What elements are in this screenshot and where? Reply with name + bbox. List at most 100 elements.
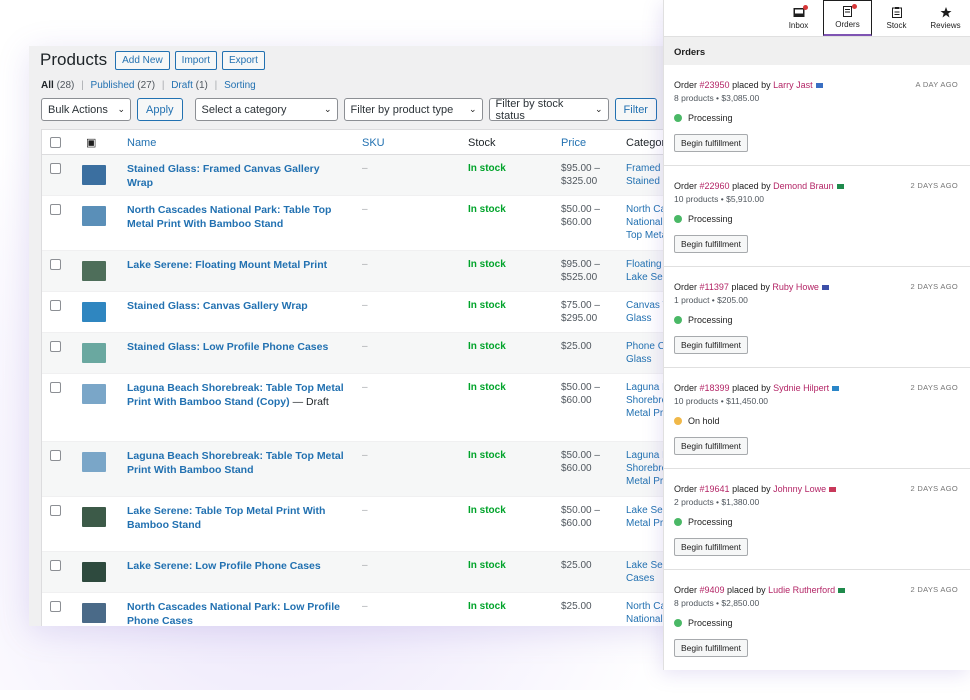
order-number-link[interactable]: #9409 — [699, 585, 725, 595]
product-thumbnail[interactable] — [82, 261, 106, 281]
customer-link[interactable]: Larry Jast — [773, 80, 813, 90]
column-price[interactable]: Price — [561, 137, 587, 149]
product-type-select[interactable]: Filter by product type ⌄ — [343, 98, 483, 121]
products-table: ▣ Name SKU Stock Price Categori Stained … — [41, 129, 689, 626]
product-name[interactable]: Lake Serene: Table Top Metal Print With … — [127, 505, 326, 531]
product-thumbnail[interactable] — [82, 603, 106, 623]
product-name-link[interactable]: North Cascades National Park: Low Profil… — [127, 600, 347, 626]
product-name[interactable]: Laguna Beach Shorebreak: Table Top Metal… — [127, 382, 344, 408]
product-categories[interactable]: North Ca National — [626, 601, 667, 625]
export-button[interactable]: Export — [222, 50, 265, 70]
filter-all-link[interactable]: All — [41, 80, 54, 91]
order-number-link[interactable]: #18399 — [699, 383, 730, 393]
product-sku: – — [362, 259, 368, 270]
column-sku[interactable]: SKU — [362, 137, 385, 149]
product-name[interactable]: Stained Glass: Framed Canvas Gallery Wra… — [127, 163, 320, 189]
order-summary: 10 products • $5,910.00 — [674, 194, 764, 204]
product-name[interactable]: Lake Serene: Low Profile Phone Cases — [127, 560, 321, 572]
begin-fulfillment-button[interactable]: Begin fulfillment — [674, 538, 749, 556]
filter-published-link[interactable]: Published — [90, 80, 135, 91]
bulk-actions-select[interactable]: Bulk Actions ⌄ — [41, 98, 131, 121]
product-thumbnail[interactable] — [82, 165, 106, 185]
table-header: ▣ Name SKU Stock Price Categori — [42, 130, 689, 155]
order-number-link[interactable]: #11397 — [699, 282, 729, 292]
product-name-link[interactable]: Lake Serene: Low Profile Phone Cases — [127, 559, 347, 573]
product-sku: – — [362, 560, 368, 571]
product-thumbnail[interactable] — [82, 562, 106, 582]
product-name-link[interactable]: Stained Glass: Framed Canvas Gallery Wra… — [127, 162, 347, 190]
product-name[interactable]: North Cascades National Park: Table Top … — [127, 204, 332, 230]
filter-button[interactable]: Filter — [614, 98, 657, 121]
apply-button[interactable]: Apply — [137, 98, 183, 121]
product-thumbnail[interactable] — [82, 206, 106, 226]
add-new-button[interactable]: Add New — [115, 50, 170, 70]
tab-orders[interactable]: Orders — [823, 0, 872, 36]
product-thumbnail[interactable] — [82, 302, 106, 322]
order-number-link[interactable]: #23950 — [699, 80, 730, 90]
product-name-link[interactable]: Stained Glass: Canvas Gallery Wrap — [127, 299, 347, 313]
product-name[interactable]: Laguna Beach Shorebreak: Table Top Metal… — [127, 450, 344, 476]
product-categories[interactable]: Lake Sere Metal Pri — [626, 505, 672, 529]
country-flag-icon — [836, 184, 844, 190]
import-button[interactable]: Import — [174, 50, 218, 70]
product-thumbnail[interactable] — [82, 507, 106, 527]
row-checkbox[interactable] — [50, 382, 61, 393]
stock-status-select[interactable]: Filter by stock status ⌄ — [488, 98, 609, 122]
product-thumbnail[interactable] — [82, 343, 106, 363]
row-checkbox[interactable] — [50, 450, 61, 461]
product-name[interactable]: North Cascades National Park: Low Profil… — [127, 601, 340, 626]
sorting-link[interactable]: Sorting — [224, 80, 256, 91]
product-name[interactable]: Stained Glass: Low Profile Phone Cases — [127, 341, 329, 353]
stock-status: In stock — [468, 505, 506, 516]
row-checkbox[interactable] — [50, 560, 61, 571]
status-dot-icon — [674, 619, 682, 627]
tab-stock[interactable]: Stock — [872, 0, 921, 36]
products-toolbar: Bulk Actions ⌄ Apply Select a category ⌄… — [41, 98, 657, 122]
order-title: Order #18399 placed by Sydnie Hilpert — [674, 383, 840, 393]
select-all-checkbox[interactable] — [50, 137, 61, 148]
row-checkbox[interactable] — [50, 601, 61, 612]
product-categories[interactable]: North Ca National Top Meta — [626, 204, 668, 241]
begin-fulfillment-button[interactable]: Begin fulfillment — [674, 134, 749, 152]
row-checkbox[interactable] — [50, 259, 61, 270]
column-name[interactable]: Name — [127, 137, 157, 149]
customer-link[interactable]: Ruby Howe — [772, 282, 819, 292]
product-name-link[interactable]: Stained Glass: Low Profile Phone Cases — [127, 340, 347, 354]
page-title: Products — [40, 50, 108, 69]
row-checkbox[interactable] — [50, 300, 61, 311]
order-number-link[interactable]: #19641 — [699, 484, 730, 494]
product-name[interactable]: Lake Serene: Floating Mount Metal Print — [127, 259, 328, 271]
customer-link[interactable]: Johnny Lowe — [773, 484, 827, 494]
row-checkbox[interactable] — [50, 505, 61, 516]
product-name-link[interactable]: Laguna Beach Shorebreak: Table Top Metal… — [127, 381, 347, 409]
tab-reviews[interactable]: Reviews — [921, 0, 970, 36]
row-checkbox[interactable] — [50, 163, 61, 174]
tab-inbox[interactable]: Inbox — [774, 0, 823, 36]
product-name-link[interactable]: North Cascades National Park: Table Top … — [127, 203, 347, 231]
customer-link[interactable]: Sydnie Hilpert — [773, 383, 830, 393]
filter-draft-link[interactable]: Draft — [171, 80, 193, 91]
product-name[interactable]: Stained Glass: Canvas Gallery Wrap — [127, 300, 308, 312]
customer-link[interactable]: Demond Braun — [773, 181, 834, 191]
stock-status: In stock — [468, 259, 506, 270]
product-name-link[interactable]: Lake Serene: Floating Mount Metal Print — [127, 258, 347, 272]
product-sku: – — [362, 300, 368, 311]
begin-fulfillment-button[interactable]: Begin fulfillment — [674, 235, 749, 253]
row-checkbox[interactable] — [50, 341, 61, 352]
customer-link[interactable]: Ludie Rutherford — [768, 585, 836, 595]
row-checkbox[interactable] — [50, 204, 61, 215]
order-card: Order #9409 placed by Ludie Rutherford 2 … — [664, 570, 970, 670]
order-prefix: Order — [674, 383, 700, 393]
begin-fulfillment-button[interactable]: Begin fulfillment — [674, 639, 749, 657]
product-categories[interactable]: Lake Sere Cases — [626, 560, 672, 584]
order-number-link[interactable]: #22960 — [699, 181, 730, 191]
category-select[interactable]: Select a category ⌄ — [194, 98, 338, 121]
product-name-link[interactable]: Lake Serene: Table Top Metal Print With … — [127, 504, 347, 532]
product-thumbnail[interactable] — [82, 452, 106, 472]
begin-fulfillment-button[interactable]: Begin fulfillment — [674, 437, 749, 455]
order-prefix: Order — [674, 484, 700, 494]
product-price: $95.00 – $525.00 — [561, 259, 600, 283]
product-name-link[interactable]: Laguna Beach Shorebreak: Table Top Metal… — [127, 449, 347, 477]
begin-fulfillment-button[interactable]: Begin fulfillment — [674, 336, 749, 354]
product-thumbnail[interactable] — [82, 384, 106, 404]
